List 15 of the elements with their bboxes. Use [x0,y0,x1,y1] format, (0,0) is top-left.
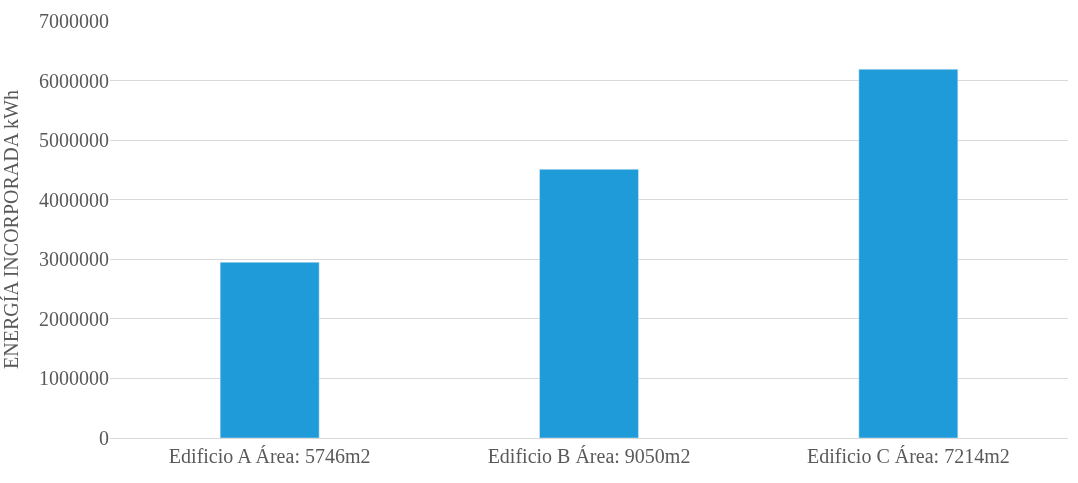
y-tick-label: 6000000 [39,69,109,92]
bar [539,169,639,438]
y-tick-label: 0 [99,427,109,449]
bar [858,69,959,438]
y-tick-label: 5000000 [39,129,109,152]
y-tick-label: 7000000 [39,10,109,32]
y-tick-label: 3000000 [39,248,109,271]
y-tick-label: 4000000 [39,188,109,211]
bar [219,262,320,438]
x-tick-label: Edificio B Área: 9050m2 [487,445,691,467]
y-axis-title: ENERGÍA INCORPORADA kWh [0,90,22,369]
x-tick-label: Edificio A Área: 5746m2 [168,445,371,467]
y-tick-label: 1000000 [39,367,109,390]
y-tick-label: 2000000 [39,307,109,330]
x-tick-label: Edificio C Área: 7214m2 [806,445,1010,467]
